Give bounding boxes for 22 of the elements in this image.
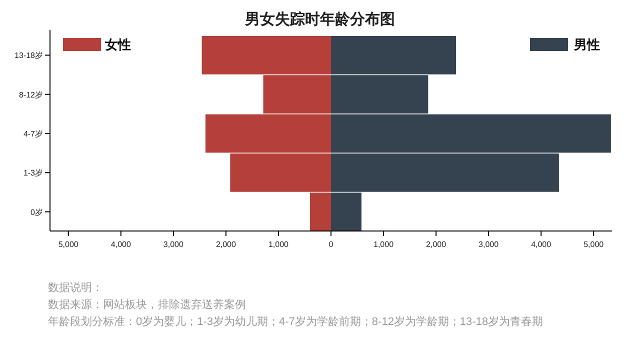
legend-label: 男性 [573,37,600,52]
chart-title: 男女失踪时年龄分布图 [244,11,395,28]
x-tick-label: 1,000 [374,240,394,249]
text: 数据说明： [48,282,103,294]
x-tick-label: 5,000 [58,240,79,249]
x-tick-label: 5,000 [584,240,604,249]
text: 年龄段划分标准：0岁为婴儿；1-3岁为幼儿期；4-7岁为学龄前期；8-12岁为学龄期；13-18岁为青春期 [48,315,544,328]
x-tick-label: 3,000 [478,240,500,249]
y-tick-label: 0岁 [30,208,43,217]
y-tick-label: 8-12岁 [18,90,43,100]
x-tick-label: 4,000 [110,240,132,249]
x-tick-label: 2,000 [216,240,237,249]
y-tick-label: 1-3岁 [23,168,43,178]
source-note: 数据来源：网站板块，排除遗弃送养案例 [48,298,246,311]
x-tick-label: 4,000 [531,240,552,249]
x-tick-label: 1,000 [268,240,290,249]
y-tick-label: 13-18岁 [14,51,43,60]
y-tick-label: 4-7岁 [23,130,43,138]
legend-label: 女性 [104,37,131,52]
x-tick-label: 2,000 [426,240,447,249]
x-tick-label: 0 [328,240,334,249]
x-tick-label: 3,000 [163,240,184,249]
